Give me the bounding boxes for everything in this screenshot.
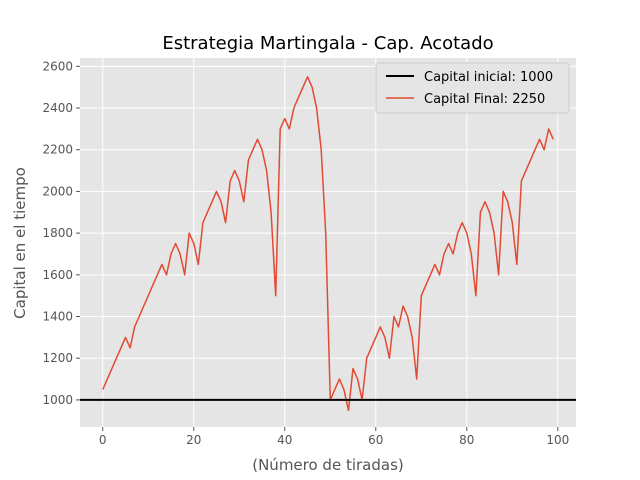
series-line-capital-final <box>102 76 554 412</box>
legend: Capital inicial: 1000 Capital Final: 225… <box>375 62 570 114</box>
y-tick-label: 2200 <box>42 143 73 157</box>
y-tick-label: 2600 <box>42 59 73 73</box>
y-tick-label: 1200 <box>42 351 73 365</box>
y-tick-label: 2000 <box>42 184 73 198</box>
y-tick-label: 1600 <box>42 268 73 282</box>
y-tick-label: 2400 <box>42 101 73 115</box>
plot-area <box>80 58 576 427</box>
y-axis-label: Capital en el tiempo <box>11 167 29 319</box>
x-tick-label: 100 <box>546 433 569 447</box>
y-tick-label: 1800 <box>42 226 73 240</box>
legend-label-final: Capital Final: 2250 <box>424 92 545 107</box>
series-layer <box>80 76 576 412</box>
x-tick-label: 20 <box>186 433 201 447</box>
x-axis-label: (Número de tiradas) <box>252 456 404 474</box>
legend-box <box>375 62 570 114</box>
x-axis: 0 20 40 60 80 100 <box>99 427 569 447</box>
x-tick-label: 40 <box>277 433 292 447</box>
x-tick-label: 60 <box>368 433 383 447</box>
x-tick-label: 0 <box>99 433 107 447</box>
legend-label-initial: Capital inicial: 1000 <box>424 70 553 85</box>
chart-title: Estrategia Martingala - Cap. Acotado <box>162 33 493 54</box>
y-tick-label: 1400 <box>42 310 73 324</box>
x-tick-label: 80 <box>459 433 474 447</box>
y-axis: 1000 1200 1400 1600 1800 2000 2200 2400 2600 <box>42 59 80 407</box>
y-tick-label: 1000 <box>42 393 73 407</box>
